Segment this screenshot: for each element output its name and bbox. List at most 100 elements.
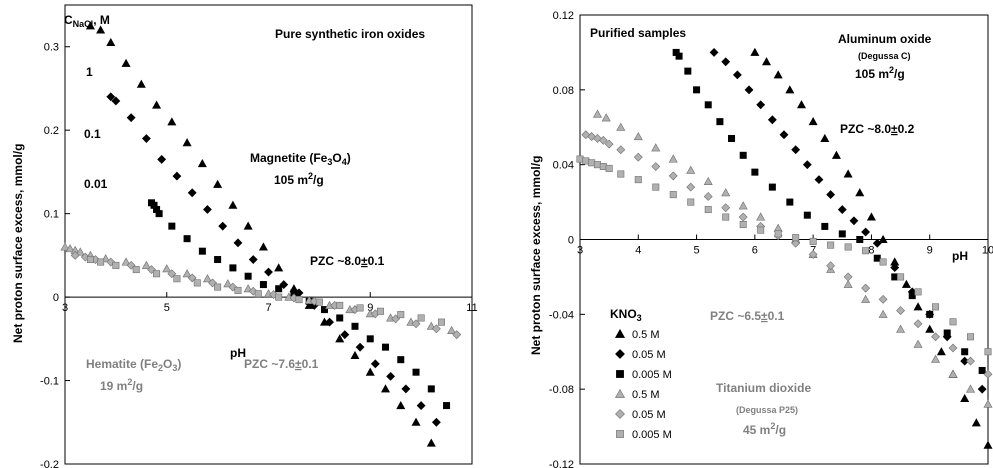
data-point-diamond xyxy=(732,70,742,80)
data-point-square xyxy=(244,272,252,280)
data-point-square xyxy=(275,293,283,301)
x-tick-label: 8 xyxy=(868,245,874,257)
data-point-square xyxy=(382,343,390,351)
legend-marker-square xyxy=(616,370,624,378)
data-point-square xyxy=(669,191,677,199)
right-y-ticks: -0.12 -0.08 -0.04 0 0.04 0.08 0.12 xyxy=(549,10,585,468)
data-point-triangle xyxy=(381,384,391,393)
data-point-diamond xyxy=(616,145,626,155)
label-magnetite: Magnetite (Fe3O4) xyxy=(250,151,351,167)
data-point-triangle xyxy=(843,169,853,178)
data-point-square xyxy=(803,211,811,219)
data-point-triangle xyxy=(426,438,436,447)
data-point-diamond xyxy=(756,100,766,110)
data-point-triangle xyxy=(411,417,421,426)
y-tick-label: 0 xyxy=(568,235,574,247)
data-point-square xyxy=(599,163,607,171)
data-point-diamond xyxy=(983,369,993,379)
legend-entry-label: 0.005 M xyxy=(632,429,672,441)
data-point-square xyxy=(751,168,759,176)
data-point-triangle xyxy=(396,400,406,410)
data-point-triangle xyxy=(750,47,760,56)
right-legend: KNO3 0.5 M 0.05 M 0.005 M 0.5 M 0.05 M 0.005 … xyxy=(610,307,672,441)
data-point-diamond xyxy=(401,384,411,394)
label-conc-0-01: 0.01 xyxy=(84,177,108,191)
data-point-square xyxy=(914,288,922,296)
data-point-triangle xyxy=(966,384,976,393)
y-tick-label: -0.08 xyxy=(549,384,574,396)
data-point-diamond xyxy=(966,356,975,366)
data-point-square xyxy=(716,118,724,126)
data-point-triangle xyxy=(913,339,923,348)
data-point-diamond xyxy=(431,324,441,334)
data-point-square xyxy=(320,306,328,314)
data-point-triangle xyxy=(866,212,876,221)
x-tick-label: 7 xyxy=(265,302,271,314)
data-point-square xyxy=(687,198,695,206)
data-point-triangle xyxy=(738,201,748,210)
data-point-diamond xyxy=(70,250,80,260)
data-point-square xyxy=(397,311,405,319)
data-point-diamond xyxy=(686,182,696,192)
data-point-diamond xyxy=(826,190,836,200)
label-pzc-alumina: PZC ~8.0±0.2 xyxy=(840,122,915,136)
data-point-square xyxy=(336,301,344,309)
data-point-diamond xyxy=(157,154,167,164)
legend-marker-triangle xyxy=(614,388,626,398)
data-point-square xyxy=(675,52,683,60)
data-point-square xyxy=(652,183,660,191)
data-point-square xyxy=(153,270,161,278)
x-tick-label: 4 xyxy=(635,245,641,257)
data-point-triangle xyxy=(202,274,212,283)
data-point-square xyxy=(193,279,201,287)
data-point-diamond xyxy=(721,57,731,67)
data-point-diamond xyxy=(598,135,608,145)
data-point-square xyxy=(366,335,374,343)
x-tick-label: 5 xyxy=(694,245,700,257)
data-point-square xyxy=(897,273,905,281)
right-x-axis-label: pH xyxy=(952,249,968,263)
data-point-triangle xyxy=(983,440,993,449)
data-point-diamond xyxy=(172,171,182,181)
data-point-triangle xyxy=(960,393,970,403)
data-point-triangle xyxy=(447,325,457,334)
data-point-diamond xyxy=(843,272,853,282)
data-point-square xyxy=(183,235,191,243)
data-point-triangle xyxy=(162,264,172,273)
label-conc-1: 1 xyxy=(86,65,93,79)
data-point-square xyxy=(214,283,222,291)
data-point-square xyxy=(315,298,323,306)
legend-title-cnacl: CNaCl, M xyxy=(64,13,110,29)
data-point-triangle xyxy=(762,57,772,66)
data-point-square xyxy=(275,285,283,293)
y-tick-label: 0 xyxy=(53,292,59,304)
data-point-square xyxy=(234,286,242,294)
data-point-square xyxy=(397,356,405,364)
x-tick-label: 11 xyxy=(466,302,477,314)
data-point-diamond xyxy=(802,160,812,170)
data-point-square xyxy=(437,318,445,326)
label-titanium-dioxide: Titanium dioxide xyxy=(716,381,811,395)
data-point-triangle xyxy=(668,154,678,163)
data-point-square xyxy=(856,236,864,244)
data-point-diamond xyxy=(411,319,421,329)
data-point-diamond xyxy=(744,85,754,95)
data-point-square xyxy=(427,385,435,393)
legend-title-kno3: KNO3 xyxy=(610,307,642,323)
data-point-triangle xyxy=(60,242,70,251)
data-point-diamond xyxy=(931,332,940,342)
data-point-diamond xyxy=(668,171,678,181)
data-point-diamond xyxy=(861,283,871,293)
data-point-square xyxy=(821,222,829,230)
label-titania-area: 45 m2/g xyxy=(743,421,786,437)
data-point-diamond xyxy=(248,255,258,264)
data-point-triangle xyxy=(365,367,375,376)
y-tick-label: 0.1 xyxy=(44,209,59,221)
right-y-axis-label: Net proton surface excess, mmol/g xyxy=(529,156,543,355)
data-point-triangle xyxy=(136,79,146,88)
data-point-diamond xyxy=(111,96,121,106)
data-point-triangle xyxy=(121,58,131,67)
label-pzc-hematite: PZC ~7.6±0.1 xyxy=(244,357,319,371)
data-point-diamond xyxy=(141,134,151,143)
data-point-square xyxy=(112,261,120,269)
